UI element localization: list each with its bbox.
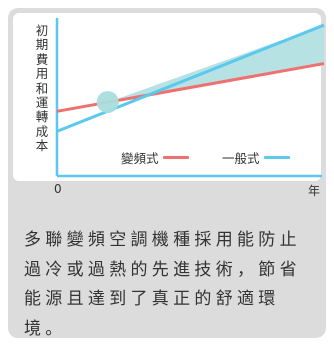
legend-swatch-inverter (162, 156, 189, 159)
plot-layer (55, 18, 325, 178)
y-axis-label: 初期費用和運轉成本 (35, 23, 49, 154)
x-tick-label-0: 0 (54, 182, 62, 196)
legend-swatch-standard (263, 156, 290, 159)
cost-difference-area (107, 25, 324, 103)
x-tick-label-end: 年 (308, 184, 321, 198)
legend-item-standard: 一般式 (222, 148, 290, 167)
legend-label-inverter: 變頻式 (121, 151, 159, 166)
chart-area (13, 13, 321, 181)
legend-item-inverter: 變頻式 (121, 148, 189, 167)
cost-chart (55, 18, 325, 178)
series-line-1 (56, 23, 325, 133)
intersection-marker (96, 91, 119, 114)
legend-label-standard: 一般式 (222, 151, 260, 166)
description-text: 多聯變頻空調機種採用能防止過冷或過熱的先進技術，節省能源且達到了真正的舒適環境。 (24, 230, 301, 339)
